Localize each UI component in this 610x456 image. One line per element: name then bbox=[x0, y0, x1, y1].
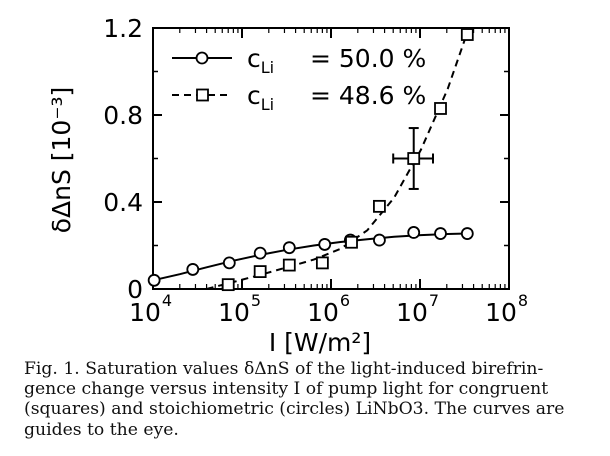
guide-curve-circles bbox=[152, 232, 468, 282]
data-point-square bbox=[315, 256, 329, 270]
data-point-square bbox=[221, 278, 235, 292]
data-point-square bbox=[373, 199, 386, 213]
data-point-square bbox=[460, 28, 474, 41]
x-tick-label-exponent: 4 bbox=[162, 291, 172, 310]
chart-svg: 00.40.81.210 4 10 5 10 6 10 7 10 8I [W/m²]δΔnS [1… bbox=[47, 14, 528, 357]
data-point-circle bbox=[186, 263, 200, 276]
caption-line-4: guides to the eye. bbox=[24, 419, 179, 440]
data-point-square bbox=[434, 102, 447, 115]
data-point-circle bbox=[147, 273, 161, 287]
data-point-circle bbox=[434, 227, 447, 240]
x-tick-label: 10 bbox=[307, 298, 339, 327]
x-axis-label: I [W/m²] bbox=[269, 328, 371, 357]
x-tick-label: 10 bbox=[218, 298, 250, 327]
x-tick-label-exponent: 8 bbox=[518, 291, 528, 310]
caption-line-1: Fig. 1. Saturation values δΔnS of the li… bbox=[24, 359, 544, 379]
x-tick-label: 10 bbox=[396, 298, 428, 327]
data-point-square bbox=[407, 152, 421, 165]
data-point-circle bbox=[460, 227, 474, 240]
y-tick-label: 0 bbox=[127, 275, 143, 304]
legend-entry-circles: cLi = 50.0 % bbox=[247, 44, 426, 77]
x-tick-label-exponent: 6 bbox=[340, 291, 350, 310]
chart: 0 0.4 0.8 1.2 10 4 10 5 10 6 10 7 10 8 I [W/m²] δΔnS [1… bbox=[47, 14, 528, 357]
y-axis-label: δΔnS [10⁻³] bbox=[47, 87, 76, 234]
data-point-circle bbox=[373, 233, 386, 247]
legend-entry-squares: cLi = 48.6 % bbox=[247, 81, 426, 114]
data-point-circle bbox=[253, 246, 267, 260]
figure-caption: Fig. 1. Saturation values δΔnS of the li… bbox=[24, 359, 586, 440]
legend-marker-square bbox=[196, 88, 209, 102]
x-tick-label-exponent: 7 bbox=[429, 291, 439, 310]
guide-curve-squares bbox=[206, 32, 469, 290]
legend-marker-circle bbox=[195, 51, 209, 65]
caption-line-2: gence change versus intensity I of pump … bbox=[24, 379, 549, 400]
x-tick-label: 10 bbox=[129, 298, 161, 327]
y-tick-label: 0.4 bbox=[103, 188, 143, 217]
caption-line-3: (squares) and stoichiometric (circles) L… bbox=[24, 399, 565, 420]
data-point-circle bbox=[318, 238, 332, 251]
y-tick-label: 0.8 bbox=[103, 101, 143, 130]
data-point-circle bbox=[282, 241, 296, 255]
y-tick-label: 1.2 bbox=[103, 14, 143, 43]
data-point-square bbox=[345, 235, 358, 249]
x-tick-label-exponent: 5 bbox=[251, 291, 261, 310]
data-point-circle bbox=[222, 256, 236, 270]
data-point-square bbox=[253, 265, 267, 279]
data-point-square bbox=[282, 258, 296, 272]
x-tick-label: 10 bbox=[485, 298, 517, 327]
data-point-circle bbox=[407, 226, 421, 239]
